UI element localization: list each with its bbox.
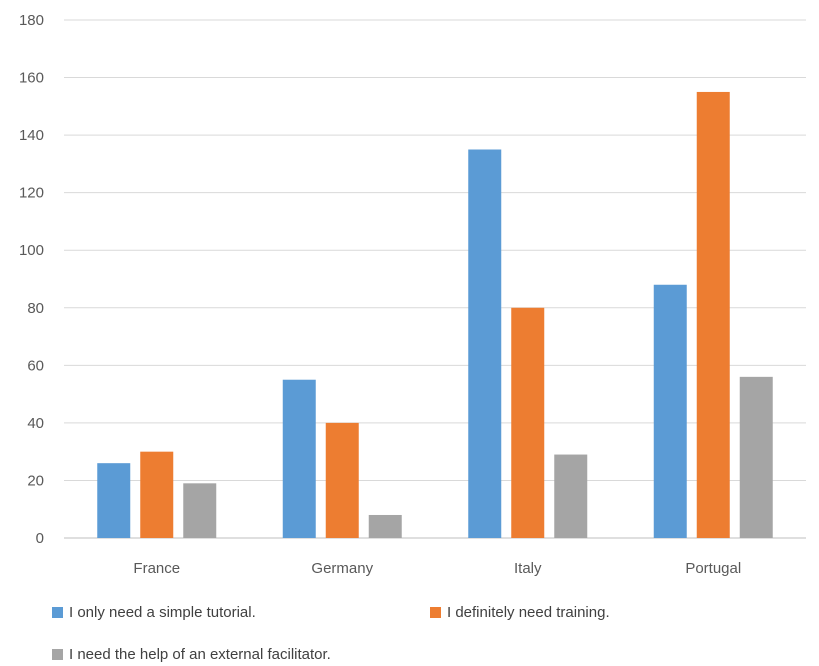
bar-portugal-series-1 <box>696 91 730 538</box>
x-tick-label: Italy <box>514 560 542 577</box>
y-tick-label: 140 <box>19 127 44 144</box>
y-tick-label: 160 <box>19 70 44 87</box>
bar-italy-series-2 <box>554 454 588 538</box>
y-tick-label: 100 <box>19 242 44 259</box>
y-tick-label: 20 <box>27 472 44 489</box>
y-tick-label: 180 <box>19 12 44 29</box>
bar-portugal-series-0 <box>653 284 687 538</box>
y-tick-label: 60 <box>27 357 44 374</box>
y-tick-label: 0 <box>36 530 44 547</box>
x-tick-label: Germany <box>311 560 373 577</box>
y-tick-label: 40 <box>27 415 44 432</box>
bar-italy-series-0 <box>468 149 502 538</box>
bar-germany-series-0 <box>282 379 316 538</box>
bar-france-series-2 <box>183 483 217 538</box>
y-tick-label: 80 <box>27 300 44 317</box>
bar-france-series-1 <box>140 451 174 538</box>
bar-germany-series-1 <box>325 422 359 538</box>
x-tick-label: France <box>133 560 180 577</box>
x-tick-label: Portugal <box>685 560 741 577</box>
bar-portugal-series-2 <box>739 376 773 538</box>
bar-france-series-0 <box>97 463 131 538</box>
bar-germany-series-2 <box>368 514 402 538</box>
bar-italy-series-1 <box>511 307 545 538</box>
y-tick-label: 120 <box>19 185 44 202</box>
